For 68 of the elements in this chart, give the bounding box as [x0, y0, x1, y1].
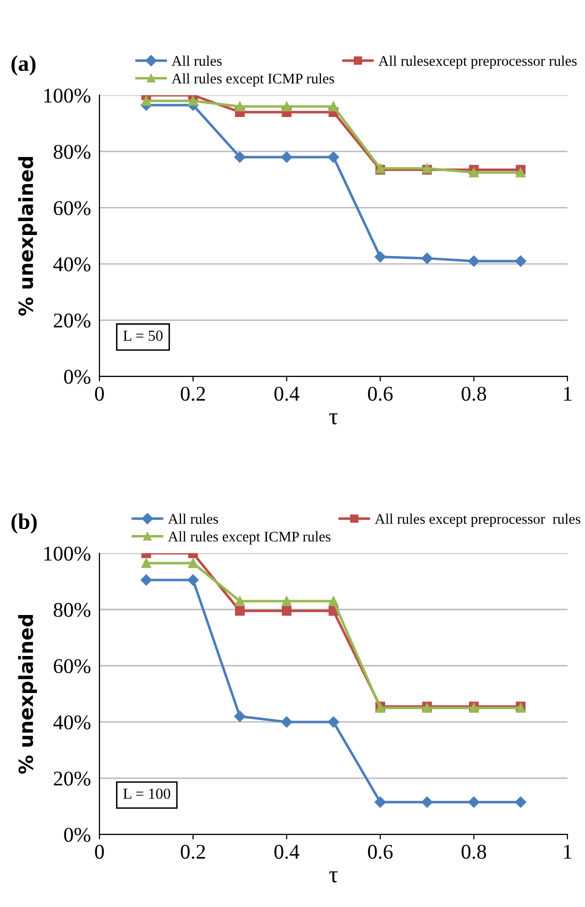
point [515, 256, 526, 267]
x-tick-label: 0.4 [274, 844, 300, 859]
point [234, 606, 245, 616]
point [374, 796, 386, 808]
x-tick-label: 0.8 [462, 386, 486, 401]
y-tick-label: 40% [53, 257, 90, 272]
point [374, 251, 386, 263]
legend-label: All rules [168, 514, 218, 524]
text: (a) [12, 55, 36, 76]
point [188, 96, 198, 106]
text: (b) [12, 513, 37, 534]
x-tick-label: 0.6 [368, 386, 393, 401]
point [515, 796, 526, 808]
point [328, 151, 340, 163]
point [281, 151, 292, 163]
legend-label: All rules except ICMP rules [168, 531, 330, 545]
legend-label: All rules except ICMP rules [172, 73, 334, 86]
y-axis-title: % unexplained [18, 156, 37, 316]
point [328, 596, 338, 606]
point [421, 796, 433, 808]
y-tick-label: 0% [64, 828, 90, 842]
x-axis-title: τ [329, 413, 338, 424]
legend-label: All rules except preprocessor rules [374, 514, 580, 527]
y-tick-label: 100% [44, 546, 90, 561]
y-tick-label: 40% [53, 715, 90, 730]
point [328, 716, 340, 728]
point [234, 102, 245, 112]
point [234, 151, 246, 163]
point [421, 252, 433, 264]
x-tick-label: 1 [564, 844, 572, 859]
point [468, 796, 480, 808]
point [516, 168, 526, 178]
x-axis-title: τ [329, 871, 338, 882]
y-tick-label: 60% [54, 201, 90, 216]
point [234, 710, 246, 722]
point [141, 96, 152, 106]
point [282, 102, 292, 112]
x-tick-label: 0.2 [180, 844, 205, 859]
x-tick-label: 0 [95, 386, 104, 401]
point [468, 168, 479, 178]
point [187, 574, 199, 586]
point [188, 558, 198, 568]
y-tick-label: 60% [54, 659, 90, 674]
point [282, 606, 292, 616]
y-tick-label: 0% [64, 370, 90, 384]
y-tick-label: 80% [54, 144, 90, 159]
y-tick-label: 100% [44, 88, 90, 103]
point [141, 558, 152, 568]
y-tick-label: 20% [54, 314, 90, 328]
point [281, 716, 292, 728]
y-tick-label: 20% [54, 772, 90, 786]
annotation: L = 100 [123, 788, 170, 799]
x-tick-label: 0.6 [368, 844, 393, 859]
y-axis-title: % unexplained [18, 614, 37, 774]
x-tick-label: 0 [95, 844, 104, 859]
annotation: L = 50 [123, 330, 163, 341]
point [468, 256, 480, 267]
point [282, 596, 292, 606]
point [140, 574, 152, 586]
x-tick-label: 0.4 [274, 386, 300, 401]
legend-label: All rulesexcept preprocessor rules [378, 56, 577, 69]
point [234, 596, 245, 606]
x-tick-label: 0.2 [180, 386, 205, 401]
legend-label: All rules [172, 56, 222, 66]
point [328, 102, 338, 112]
x-tick-label: 0.8 [462, 844, 486, 859]
y-tick-label: 80% [54, 602, 90, 618]
x-tick-label: 1 [564, 386, 572, 401]
